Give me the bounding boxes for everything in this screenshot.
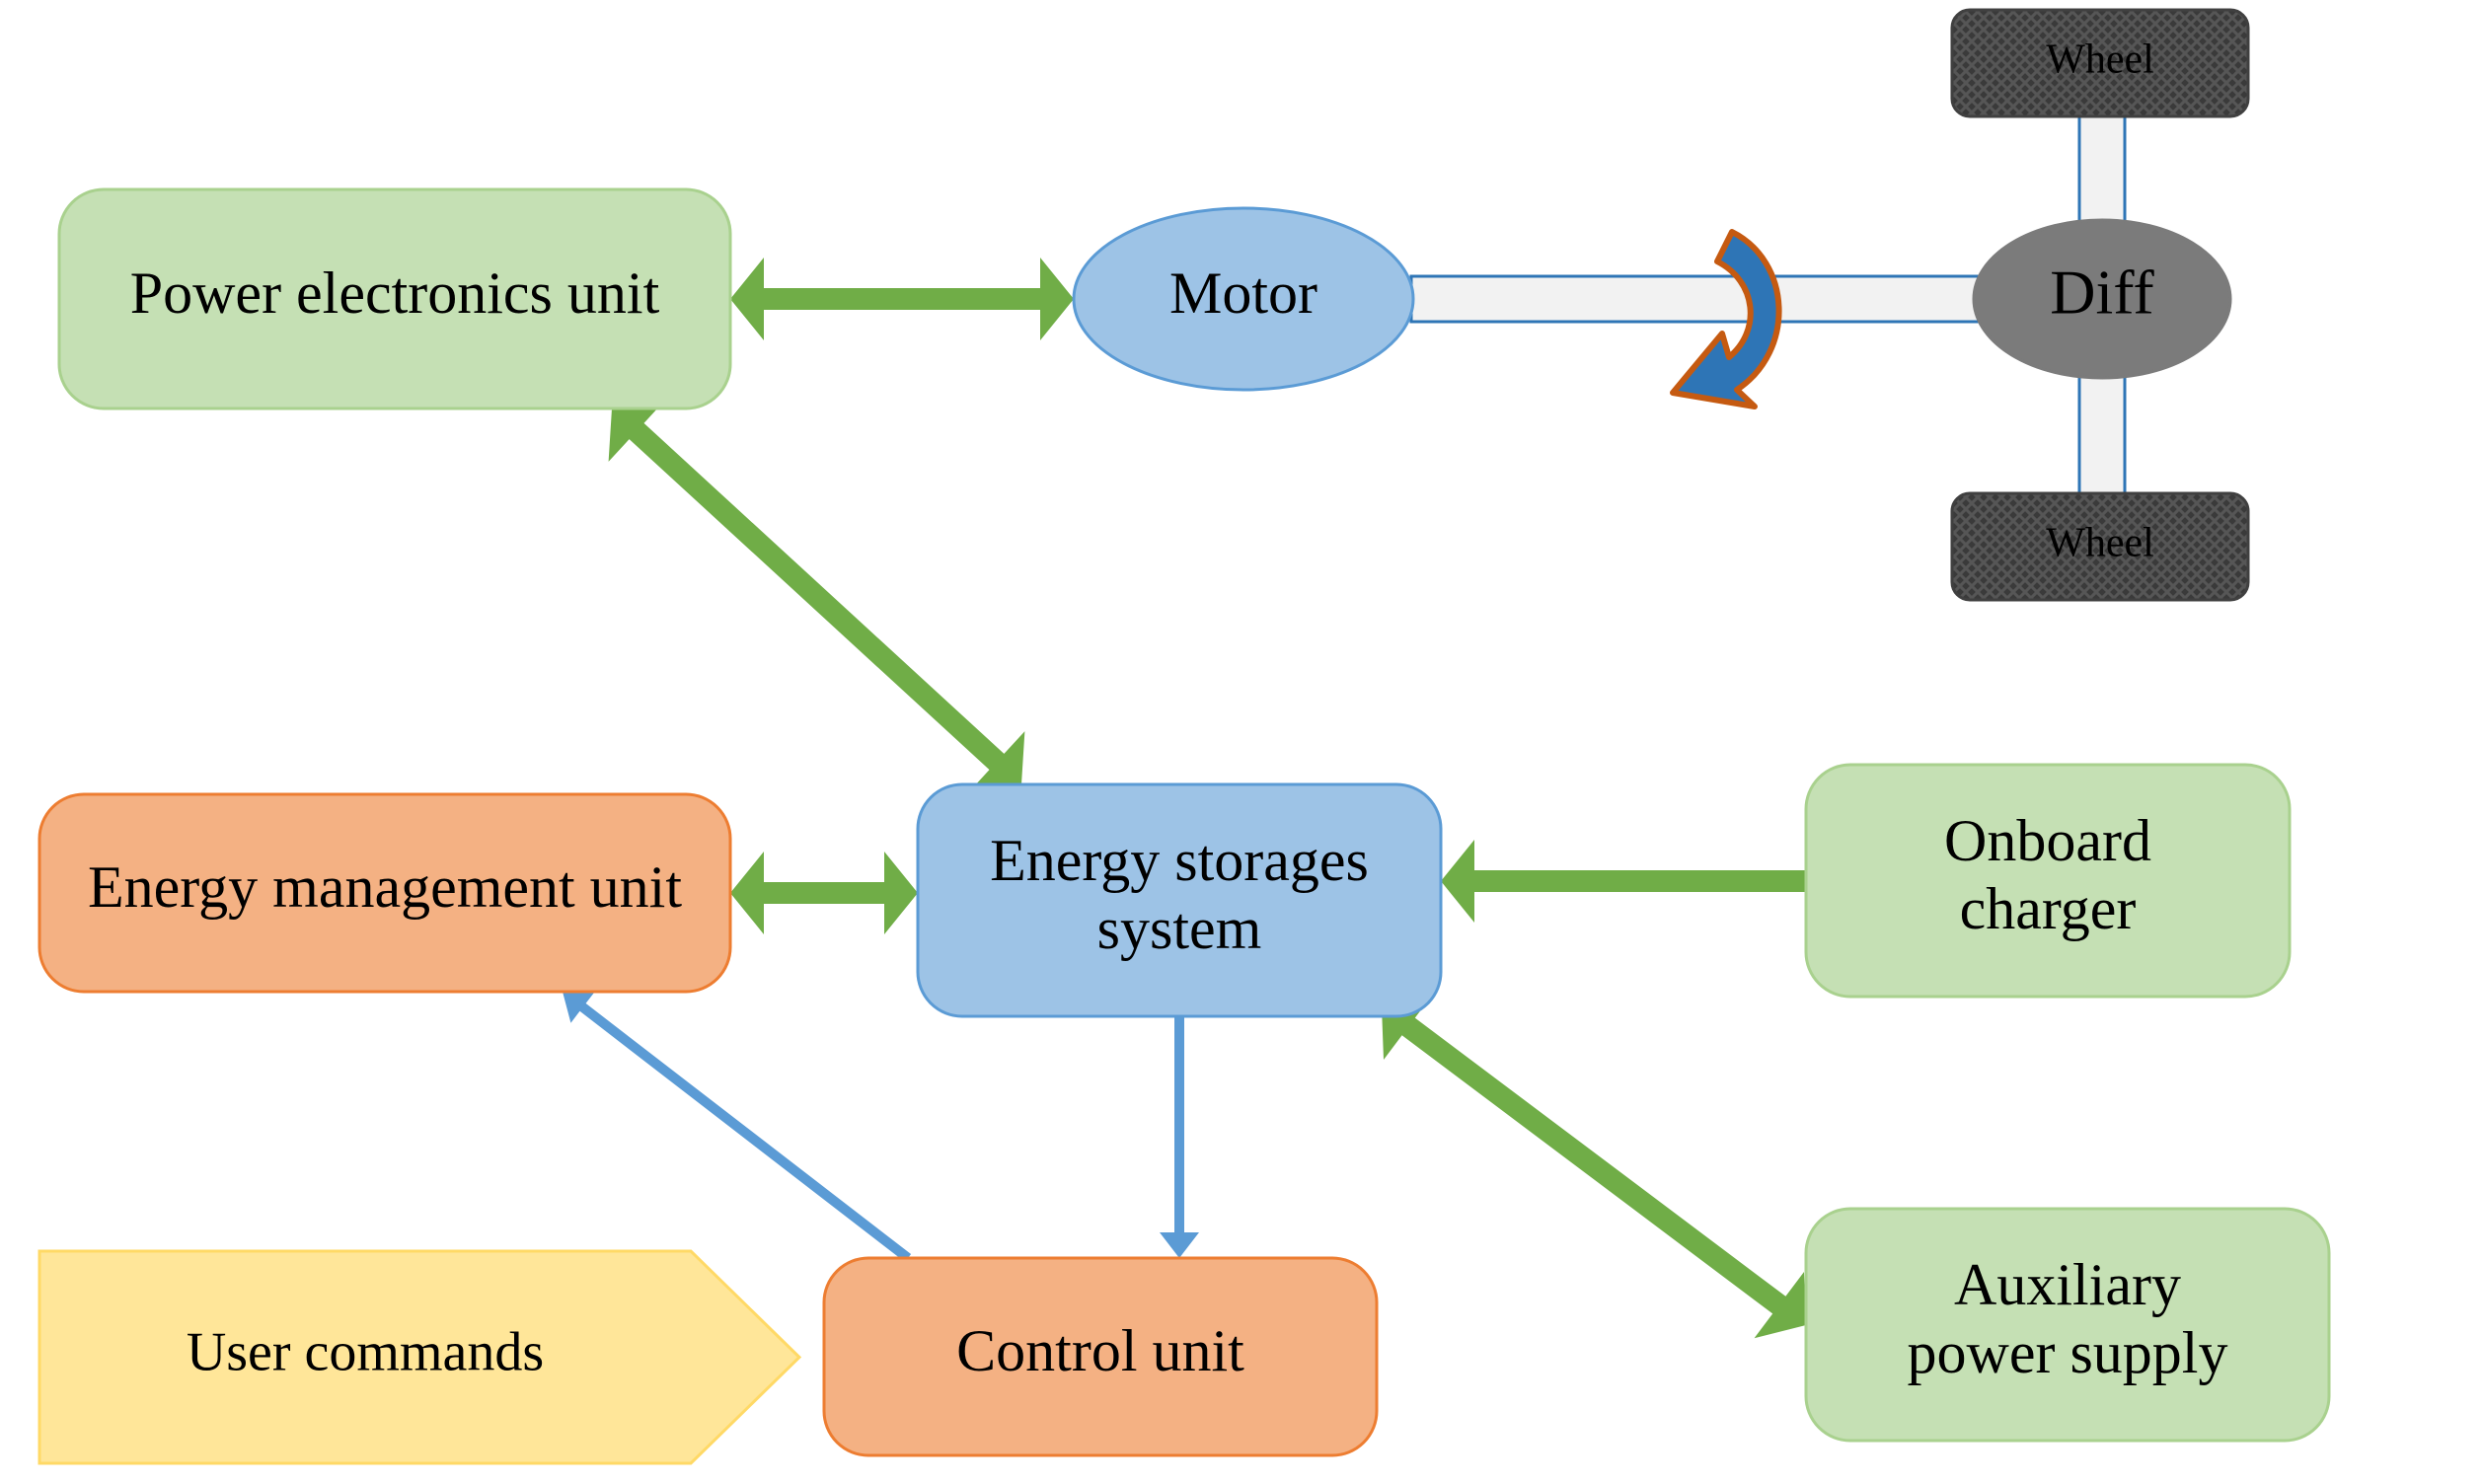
- arrow-ess_cu: [1160, 1016, 1199, 1258]
- arrow-pe_motor: [730, 258, 1074, 340]
- drive-shaft: [1411, 276, 1979, 322]
- node-label-text: Wheel: [2046, 521, 2154, 566]
- arrow-aux_ess: [1382, 994, 1806, 1338]
- node-label-text: Onboard: [1944, 808, 2151, 873]
- node-label-text: power supply: [1908, 1320, 2228, 1385]
- node-label-text: Motor: [1169, 260, 1317, 326]
- node-label-text: Diff: [2050, 258, 2154, 328]
- node-label-text: Control unit: [956, 1318, 1244, 1383]
- node-label-text: Auxiliary: [1954, 1252, 2181, 1317]
- arrow-pe_ess: [609, 401, 1025, 792]
- arrow-cu_emu: [563, 992, 911, 1262]
- node-label-text: Energy management unit: [88, 854, 682, 920]
- node-label-text: Wheel: [2046, 37, 2154, 83]
- arrow-oc_ess: [1441, 840, 1806, 923]
- arrow-emu_ess: [730, 852, 918, 934]
- node-label-text: charger: [1960, 876, 2137, 941]
- node-label-text: Energy storages: [990, 828, 1369, 893]
- node-label-text: system: [1097, 896, 1262, 961]
- node-label-text: Power electronics unit: [130, 260, 660, 326]
- node-label-text: User commands: [187, 1321, 544, 1382]
